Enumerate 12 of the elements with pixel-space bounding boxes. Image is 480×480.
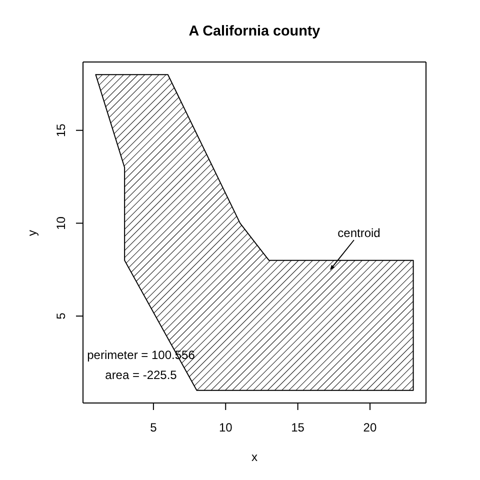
y-axis-title: y [25, 230, 39, 236]
chart-title: A California county [188, 24, 320, 40]
annotation: area = -225.5 [105, 368, 177, 382]
x-axis-title: x [252, 450, 258, 464]
y-tick-label: 15 [54, 123, 68, 138]
x-tick-label: 5 [150, 420, 158, 435]
annotation: centroid [338, 226, 380, 240]
x-tick-label: 20 [363, 420, 377, 435]
x-tick-label: 10 [218, 420, 233, 435]
y-tick-label: 5 [54, 312, 68, 320]
y-tick-label: 10 [54, 216, 68, 230]
x-tick-label: 15 [291, 420, 305, 435]
